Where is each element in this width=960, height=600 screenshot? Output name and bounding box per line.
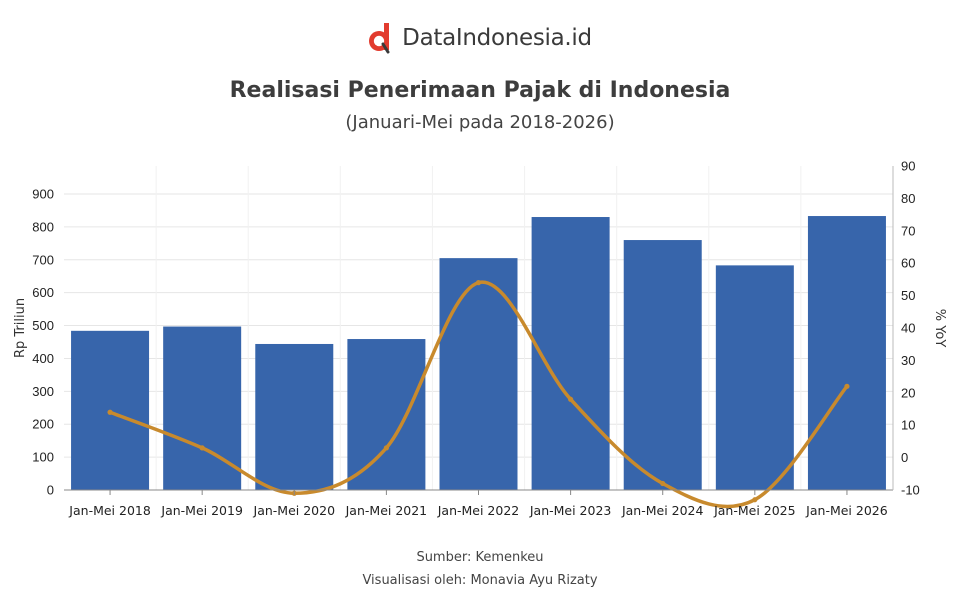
y2-tick-label: 10 (901, 418, 915, 433)
yoy-point (844, 383, 850, 389)
x-tick-label: Jan-Mei 2022 (437, 503, 520, 518)
y2-tick-label: 80 (901, 191, 915, 206)
yoy-line-series (107, 280, 850, 509)
y2-tick-label: 70 (901, 223, 915, 238)
bar-series (71, 216, 886, 490)
y-tick-label: 400 (32, 351, 54, 366)
x-tick-label: Jan-Mei 2020 (253, 503, 336, 518)
x-tick-label: Jan-Mei 2019 (160, 503, 243, 518)
visualization-credit: Visualisasi oleh: Monavia Ayu Rizaty (362, 573, 598, 588)
x-tick-label: Jan-Mei 2018 (68, 503, 151, 518)
y-tick-label: 300 (32, 384, 54, 399)
y2-tick-label: -10 (901, 483, 920, 498)
yoy-point (107, 409, 113, 415)
y-tick-label: 600 (32, 285, 54, 300)
brand-name: DataIndonesia.id (402, 25, 592, 51)
yoy-point (199, 445, 205, 451)
y2-tick-label: 30 (901, 353, 915, 368)
axis-labels: 0 100 200 300 400 500 600 700 800 900 -10 0 10 20 30 40… (13, 159, 947, 519)
chart: 0 100 200 300 400 500 600 700 800 900 -10 0 10 20 30 40… (13, 159, 947, 519)
y-tick-label: 700 (32, 252, 54, 267)
bar (715, 265, 794, 490)
chart-title: Realisasi Penerimaan Pajak di Indonesia (229, 78, 731, 103)
y-tick-label: 900 (32, 187, 54, 202)
y-tick-label: 200 (32, 417, 54, 432)
bar (531, 217, 610, 490)
yoy-point (475, 280, 482, 286)
yoy-point (660, 480, 666, 487)
x-tick-label: Jan-Mei 2024 (621, 503, 704, 518)
dataindonesia-logo-icon (369, 23, 390, 54)
x-tick-label: Jan-Mei 2021 (345, 503, 428, 518)
y-tick-label: 100 (32, 450, 54, 465)
y2-tick-label: 40 (901, 321, 915, 336)
y2-tick-label: 50 (901, 288, 915, 303)
x-tick-label: Jan-Mei 2023 (529, 503, 612, 518)
y2-axis-title: % YoY (932, 309, 947, 348)
yoy-point (568, 396, 574, 402)
y-tick-label: 500 (32, 318, 54, 333)
chart-subtitle: (Januari-Mei pada 2018-2026) (345, 112, 615, 133)
x-tick-label: Jan-Mei 2025 (713, 503, 796, 518)
brand-header: DataIndonesia.id (0, 22, 960, 54)
source-note: Sumber: Kemenkeu (416, 550, 544, 565)
yoy-point (752, 497, 758, 503)
bar (347, 339, 426, 490)
y-tick-label: 0 (47, 483, 54, 498)
y2-tick-label: 60 (901, 256, 915, 271)
y2-tick-label: 20 (901, 385, 915, 400)
y2-tick-label: 0 (901, 450, 908, 465)
yoy-line (108, 280, 849, 509)
y2-tick-label: 90 (901, 159, 915, 174)
bar (807, 216, 886, 490)
bar (623, 240, 702, 490)
bar (255, 343, 334, 490)
x-tick-label: Jan-Mei 2026 (805, 503, 888, 518)
yoy-point (383, 445, 389, 451)
y-tick-label: 800 (32, 219, 54, 234)
bar (439, 258, 518, 490)
axes (64, 166, 894, 495)
y-axis-title: Rp Triliun (13, 298, 28, 358)
